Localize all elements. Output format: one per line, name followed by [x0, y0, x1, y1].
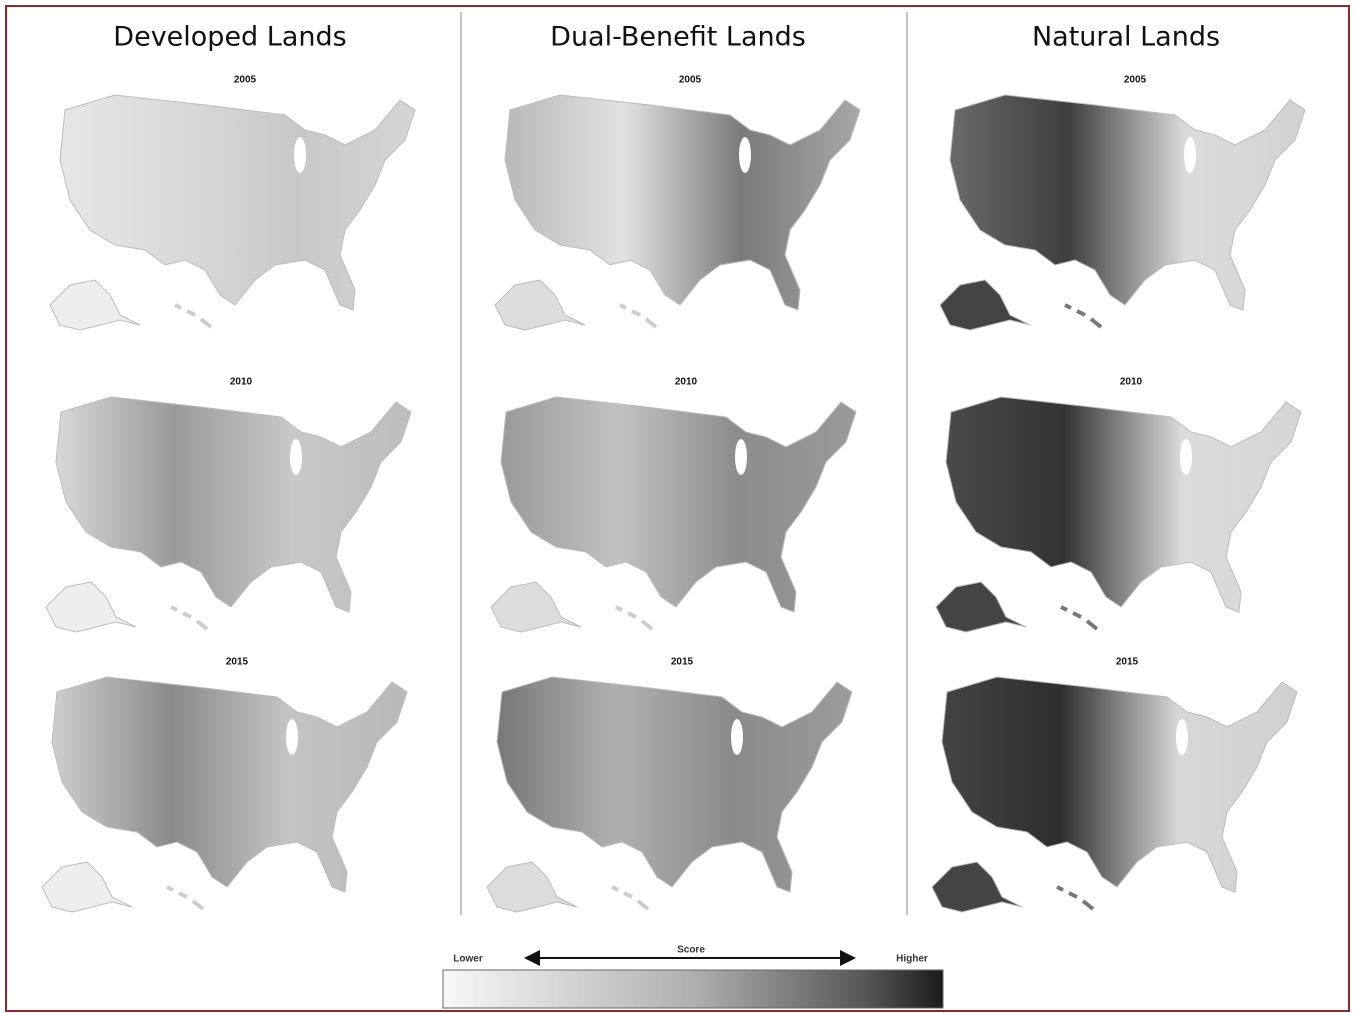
map-year: 2010: [1120, 377, 1143, 388]
hawaii: [616, 607, 652, 629]
contiguous-us: [942, 677, 1297, 892]
hawaii: [171, 607, 207, 629]
contiguous-us: [501, 397, 856, 612]
us-map: [940, 95, 1305, 330]
column-title: Developed Lands: [113, 22, 346, 53]
alaska: [46, 582, 136, 632]
great-lakes: [1176, 719, 1188, 755]
great-lakes: [735, 439, 747, 475]
legend-low: Lower: [453, 954, 483, 965]
contiguous-us: [950, 95, 1305, 310]
map-year: 2005: [234, 75, 257, 86]
hawaii: [1065, 305, 1101, 327]
us-map: [487, 677, 852, 912]
map-year: 2010: [675, 377, 698, 388]
great-lakes: [1180, 439, 1192, 475]
map-year: 2005: [679, 75, 702, 86]
us-map: [495, 95, 860, 330]
great-lakes: [731, 719, 743, 755]
contiguous-us: [505, 95, 860, 310]
us-map: [932, 677, 1297, 912]
contiguous-us: [946, 397, 1301, 612]
alaska: [932, 862, 1022, 912]
map-year: 2015: [1116, 657, 1139, 668]
alaska: [50, 280, 140, 330]
great-lakes: [290, 439, 302, 475]
figure: Lower Score Higher Developed Lands 2005 20…: [0, 0, 1355, 1013]
hawaii: [612, 887, 648, 909]
column-title: Natural Lands: [1032, 22, 1220, 53]
map-year: 2015: [671, 657, 694, 668]
us-map: [42, 677, 407, 912]
us-map: [491, 397, 856, 632]
great-lakes: [1184, 137, 1196, 173]
alaska: [491, 582, 581, 632]
legend-bar: [443, 970, 943, 1008]
contiguous-us: [497, 677, 852, 892]
hawaii: [1061, 607, 1097, 629]
alaska: [936, 582, 1026, 632]
hawaii: [175, 305, 211, 327]
contiguous-us: [52, 677, 407, 892]
alaska: [940, 280, 1030, 330]
alaska: [42, 862, 132, 912]
alaska: [487, 862, 577, 912]
legend-high: Higher: [896, 954, 928, 965]
great-lakes: [286, 719, 298, 755]
great-lakes: [294, 137, 306, 173]
alaska: [495, 280, 585, 330]
map-year: 2005: [1124, 75, 1147, 86]
legend-title: Score: [677, 945, 705, 956]
hawaii: [620, 305, 656, 327]
hawaii: [1057, 887, 1093, 909]
map-year: 2010: [230, 377, 253, 388]
map-year: 2015: [226, 657, 249, 668]
us-map: [936, 397, 1301, 632]
figure-canvas: Lower Score Higher Developed Lands 2005 20…: [0, 0, 1355, 1013]
contiguous-us: [60, 95, 415, 310]
column-title: Dual-Benefit Lands: [550, 22, 806, 53]
hawaii: [167, 887, 203, 909]
us-map: [50, 95, 415, 330]
great-lakes: [739, 137, 751, 173]
contiguous-us: [56, 397, 411, 612]
us-map: [46, 397, 411, 632]
